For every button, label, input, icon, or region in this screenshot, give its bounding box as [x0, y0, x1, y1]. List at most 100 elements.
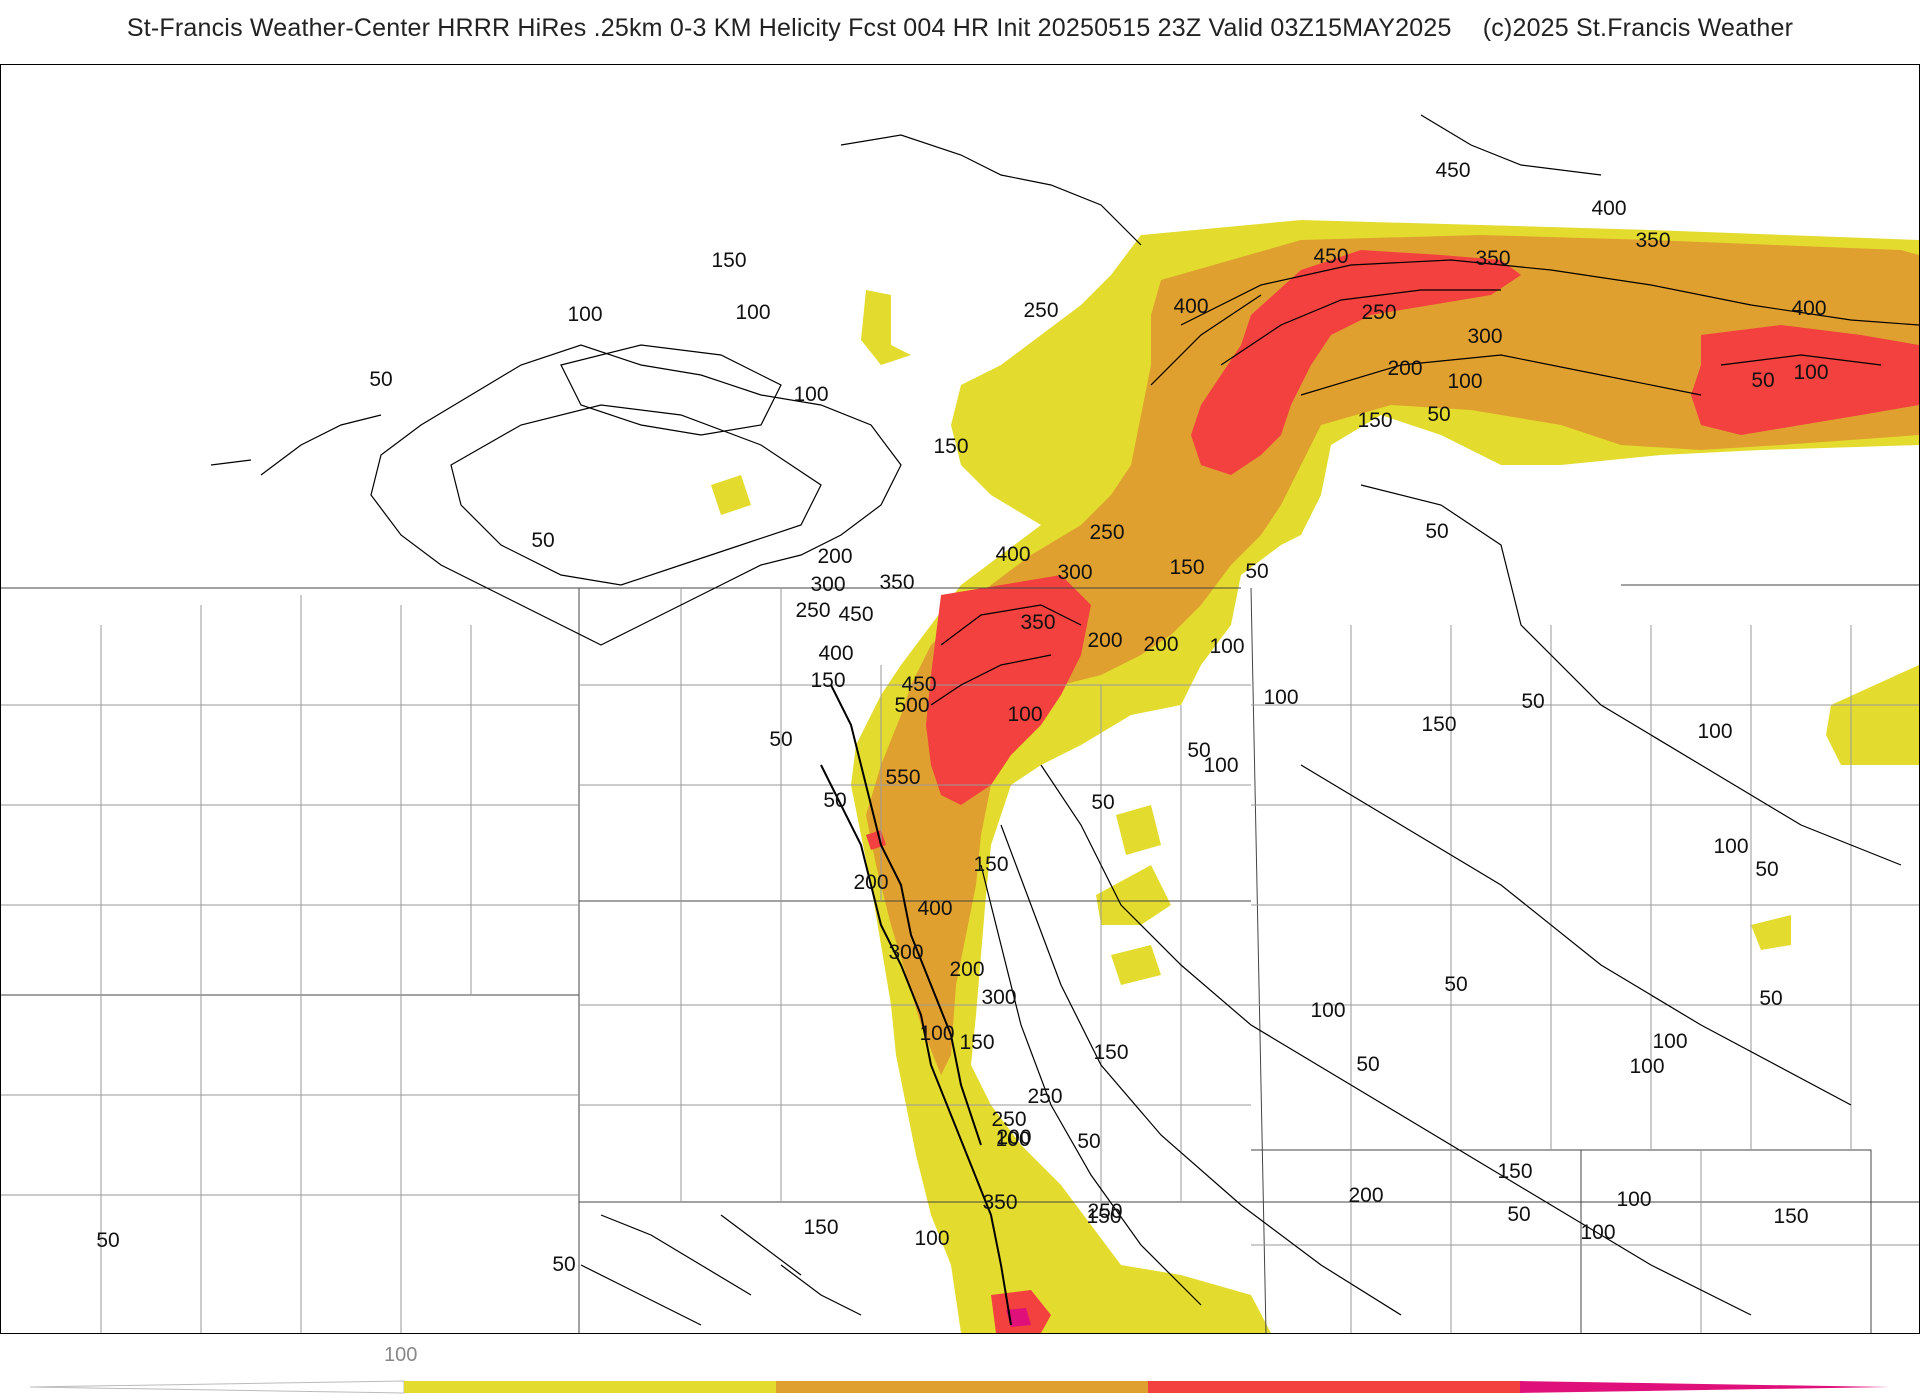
- contour-value-label: 50: [1759, 987, 1782, 1010]
- contour-value-label: 100: [919, 1022, 954, 1045]
- contour-value-label: 50: [1245, 560, 1268, 583]
- contour-value-label: 100: [1580, 1221, 1615, 1244]
- title-main: St-Francis Weather-Center HRRR HiRes .25…: [126, 14, 1452, 42]
- contour-value-label: 150: [1357, 409, 1392, 432]
- contour-coastline: [210, 114, 1602, 476]
- contour-value-label: 100: [1310, 999, 1345, 1022]
- contour-value-label: 150: [959, 1031, 994, 1054]
- contour-value-label: 150: [1421, 713, 1456, 736]
- contour-value-label: 50: [531, 529, 554, 552]
- shade-yellow-patch: [1751, 915, 1791, 950]
- colorbar-yellow: [404, 1381, 776, 1393]
- contour-value-label: 150: [803, 1216, 838, 1239]
- contour-value-label: 100: [995, 1128, 1030, 1151]
- contour-value-label: 150: [810, 669, 845, 692]
- contour-value-label: 350: [879, 571, 914, 594]
- contour-value-label: 100: [1007, 703, 1042, 726]
- contour-value-label: 250: [1027, 1085, 1062, 1108]
- political-borders: [1, 584, 1919, 1333]
- contour-value-label: 100: [914, 1227, 949, 1250]
- contour-value-label: 50: [1077, 1130, 1100, 1153]
- contour-value-label: 100: [1209, 635, 1244, 658]
- contour-value-label: 200: [1348, 1184, 1383, 1207]
- shade-yellow-patch: [861, 290, 911, 365]
- contour-value-label: 250: [1087, 1200, 1122, 1223]
- contour-value-label: 50: [1427, 403, 1450, 426]
- contour-value-label: 150: [1093, 1041, 1128, 1064]
- contour-value-label: 100: [1713, 835, 1748, 858]
- contour-value-label: 200: [949, 958, 984, 981]
- title-copyright: (c)2025 St.Francis Weather: [1482, 14, 1794, 42]
- contour-value-label: 50: [1755, 858, 1778, 881]
- contour-value-label: 300: [1467, 325, 1502, 348]
- helicity-contours: [210, 114, 1919, 1326]
- shade-magenta: [1006, 1308, 1031, 1327]
- colorbar-tick-label: 100: [384, 1344, 418, 1366]
- helicity-shading: [711, 220, 1919, 1333]
- contour-value-label: 100: [1652, 1030, 1687, 1053]
- contour-50: [370, 344, 902, 646]
- contour-value-label: 400: [1173, 295, 1208, 318]
- contour-value-label: 400: [1791, 297, 1826, 320]
- colorbar-magenta: [1520, 1381, 1890, 1393]
- contour-value-label: 300: [1057, 561, 1092, 584]
- contour-value-label: 350: [1475, 247, 1510, 270]
- contour-100: [450, 404, 822, 586]
- contour-value-label: 250: [991, 1108, 1026, 1131]
- contour-value-label: 400: [995, 543, 1030, 566]
- contour-value-label: 50: [369, 368, 392, 391]
- contour-value-label: 400: [1591, 197, 1626, 220]
- shade-red: [1191, 250, 1521, 475]
- contour-value-label: 150: [1497, 1160, 1532, 1183]
- contour-value-label: 300: [810, 573, 845, 596]
- contour-value-label: 100: [1793, 361, 1828, 384]
- contour-value-label: 500: [894, 694, 929, 717]
- contour-value-label: 50: [769, 728, 792, 751]
- contour-value-label: 50: [1356, 1053, 1379, 1076]
- contour-value-label: 450: [1313, 245, 1348, 268]
- contour-250: [1150, 294, 1702, 396]
- contour-value-label: 250: [795, 599, 830, 622]
- shade-red: [1691, 325, 1919, 435]
- contour-value-label: 200: [817, 545, 852, 568]
- contour-value-label: 350: [1020, 611, 1055, 634]
- contour-value-label: 50: [1751, 369, 1774, 392]
- map-panel: 450 400 350 450 400 350 250 400 200 100 300 50 100 15…: [0, 64, 1920, 1334]
- contour-value-label: 150: [973, 853, 1008, 876]
- contour-value-label: 100: [1629, 1055, 1664, 1078]
- contour-value-label: 50: [1444, 973, 1467, 996]
- contour-value-label: 50: [552, 1253, 575, 1276]
- contour-value-label: 50: [96, 1229, 119, 1252]
- contour-value-label: 50: [1187, 739, 1210, 762]
- contour-steep: [830, 684, 982, 1146]
- contour-value-label: 250: [1023, 299, 1058, 322]
- colorbar-red: [1148, 1381, 1520, 1393]
- contour-value-label: 150: [711, 249, 746, 272]
- contour-value-label: 300: [981, 986, 1016, 1009]
- colorbar-orange: [776, 1381, 1148, 1393]
- shade-yellow-patch: [1116, 805, 1161, 855]
- contour-value-label: 350: [982, 1191, 1017, 1214]
- contour-value-label: 200: [1143, 633, 1178, 656]
- contour-value-label: 150: [1086, 1205, 1121, 1228]
- contour-value-label: 100: [793, 383, 828, 406]
- contour-value-label: 150: [1773, 1205, 1808, 1228]
- shade-yellow-patch: [711, 475, 751, 515]
- contour-value-label: 200: [1387, 357, 1422, 380]
- contour-value-label: 100: [567, 303, 602, 326]
- contour-300: [1180, 259, 1919, 326]
- contour-350: [930, 604, 1082, 706]
- contour-value-label: 400: [818, 642, 853, 665]
- county-grid: [1, 588, 1919, 1333]
- contour-value-label: 450: [1435, 159, 1470, 182]
- colorbar: [30, 1380, 1890, 1394]
- contour-value-label: 100: [1697, 720, 1732, 743]
- contour-value-label: 350: [1635, 229, 1670, 252]
- contour-value-label: 150: [1169, 556, 1204, 579]
- state-border: [1251, 1149, 1872, 1333]
- contour-value-label: 300: [888, 941, 923, 964]
- contour-value-label: 400: [917, 897, 952, 920]
- contour-value-label: 100: [1447, 370, 1482, 393]
